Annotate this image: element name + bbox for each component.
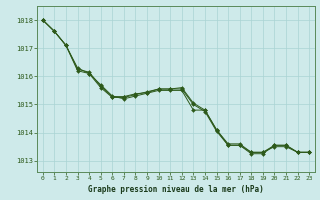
X-axis label: Graphe pression niveau de la mer (hPa): Graphe pression niveau de la mer (hPa) xyxy=(88,185,264,194)
